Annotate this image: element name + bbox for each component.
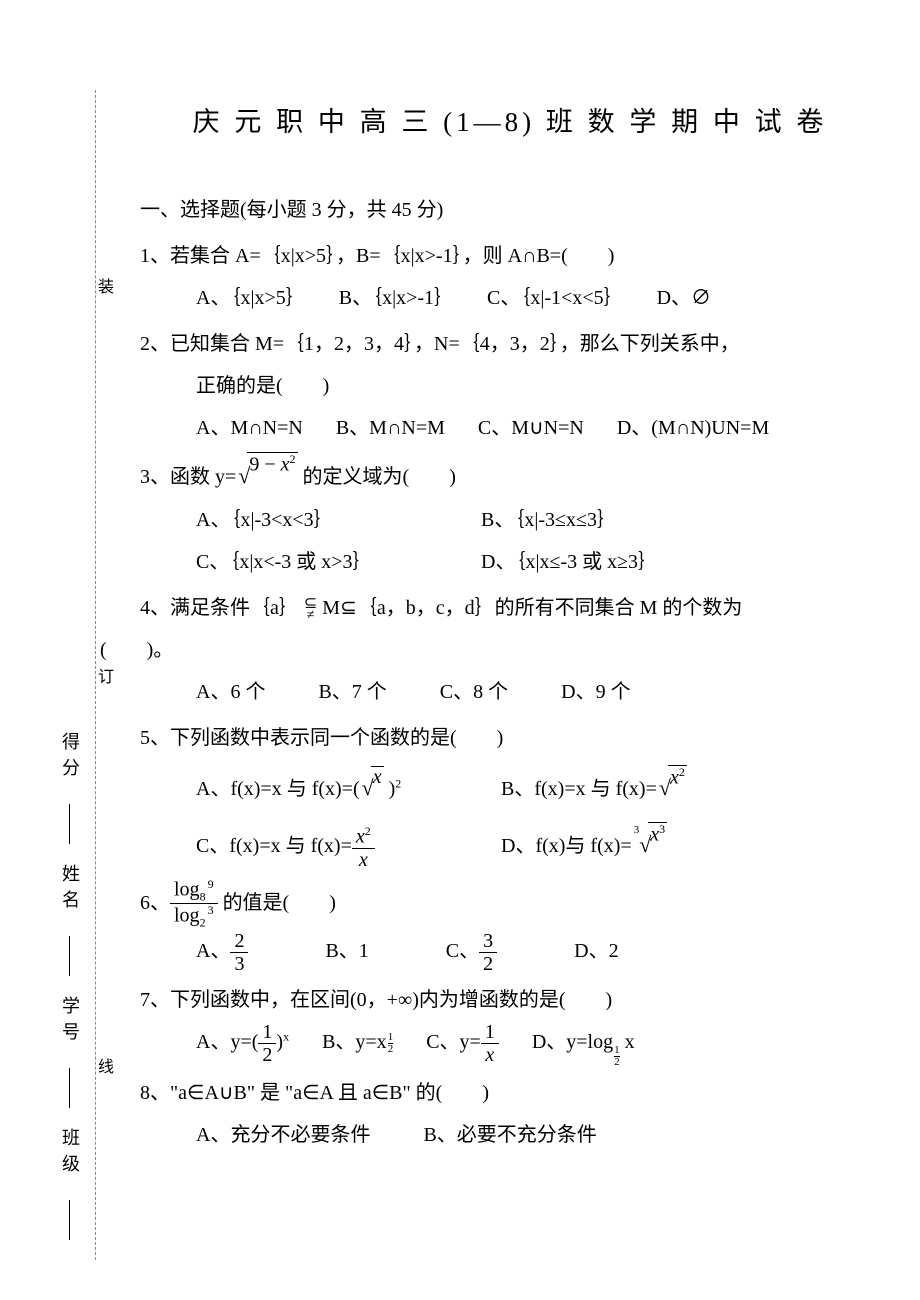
question-1: 1、若集合 A=｛x|x>5｝，B=｛x|x>-1｝，则 A∩B=( ) A、｛…	[140, 235, 880, 319]
question-6: 6、 log89 log23 的值是( ) A、23 B、1 C、32 D、2	[140, 878, 880, 976]
question-7: 7、下列函数中，在区间(0，+∞)内为增函数的是( ) A、y=(12)x B、…	[140, 979, 880, 1068]
q5-opt-c: C、f(x)=x 与 f(x)=x2x	[196, 820, 496, 872]
q5-stem: 5、下列函数中表示同一个函数的是( )	[140, 717, 880, 759]
fraction-one-half-a: 12	[258, 1021, 276, 1066]
q3-stem-pre: 3、函数 y=	[140, 466, 236, 488]
q2-opt-c: C、M∪N=N	[478, 407, 584, 449]
q3-opt-a: A、｛x|-3<x<3｝	[196, 499, 476, 541]
fraction-x2-x: x2x	[352, 825, 375, 871]
q6-a-label: A、	[196, 940, 230, 962]
question-5: 5、下列函数中表示同一个函数的是( ) A、f(x)=x 与 f(x)=(√x …	[140, 717, 880, 873]
q5-opt-d: D、f(x)与 f(x)=3√x3	[501, 816, 667, 873]
q5-opt-a: A、f(x)=x 与 f(x)=(√x )2	[196, 759, 496, 816]
q6-stem-post: 的值是( )	[223, 892, 336, 914]
question-4: 4、满足条件｛a｝ ⊆≠ M⊆｛a，b，c，d｝的所有不同集合 M 的个数为 (…	[140, 587, 880, 713]
q3-stem-post: 的定义域为( )	[298, 466, 456, 488]
fraction-three-halves: 32	[479, 930, 497, 975]
q5-opt-b: B、f(x)=x 与 f(x)=√x2	[501, 759, 687, 816]
q7-d-post: x	[620, 1031, 635, 1053]
q6-opt-a: A、23	[196, 930, 248, 975]
q5-a-pre: A、f(x)=x 与 f(x)=(	[196, 778, 360, 800]
page-content: 庆 元 职 中 高 三 (1—8) 班 数 学 期 中 试 卷 一、选择题(每小…	[140, 100, 880, 1160]
q1-opt-c: C、｛x|-1<x<5｝	[487, 277, 624, 319]
q2-opt-b: B、M∩N=M	[336, 407, 445, 449]
q2-stem-1: 2、已知集合 M=｛1，2，3，4｝，N=｛4，3，2｝，那么下列关系中，	[140, 323, 880, 365]
q7-c-pre: C、y=	[426, 1031, 481, 1053]
fraction-two-thirds: 23	[230, 930, 248, 975]
cut-marks: 装 订 线	[99, 90, 113, 1260]
cut-char-3: 线	[98, 1053, 114, 1077]
cut-char-1: 装	[98, 273, 114, 297]
sqrt-x-icon: √x	[360, 759, 384, 816]
q2-stem-2: 正确的是( )	[140, 365, 880, 407]
q7-b-pre: B、y=x	[322, 1031, 387, 1053]
class-label: 班级	[57, 1128, 83, 1180]
q6-opt-c: C、32	[446, 930, 497, 975]
q6-c-label: C、	[446, 940, 479, 962]
q1-opt-a: A、｛x|x>5｝	[196, 277, 306, 319]
q7-opt-b: B、y=x12	[322, 1021, 393, 1063]
question-8: 8、"a∈A∪B" 是 "a∈A 且 a∈B" 的( ) A、充分不必要条件 B…	[140, 1072, 880, 1156]
q6-opt-d: D、2	[574, 930, 618, 972]
q5-b-pre: B、f(x)=x 与 f(x)=	[501, 778, 657, 800]
q2-opt-d: D、(M∩N)UN=M	[617, 407, 769, 449]
q7-opt-a: A、y=(12)x	[196, 1021, 289, 1066]
q4-opt-c: C、8 个	[440, 671, 508, 713]
q4-opt-b: B、7 个	[318, 671, 386, 713]
name-line	[69, 936, 71, 976]
q8-opt-b: B、必要不充分条件	[423, 1114, 596, 1156]
q4-stem-a: 4、满足条件｛a｝	[140, 597, 299, 619]
q6-opt-b: B、1	[325, 930, 368, 972]
q1-opt-b: B、｛x|x>-1｝	[339, 277, 454, 319]
q3-opt-c: C、｛x|x<-3 或 x>3｝	[196, 541, 476, 583]
student-id-line	[69, 1068, 71, 1108]
sqrt-icon: √9 − x2	[236, 453, 297, 499]
q2-opt-a: A、M∩N=N	[196, 407, 303, 449]
q5-c-pre: C、f(x)=x 与 f(x)=	[196, 835, 352, 857]
q6-stem: 6、 log89 log23 的值是( )	[140, 878, 880, 931]
proper-subset-icon: ⊆≠	[304, 598, 317, 622]
fraction-log-ratio: log89 log23	[170, 878, 218, 931]
question-3: 3、函数 y=√9 − x2 的定义域为( ) A、｛x|-3<x<3｝ B、｛…	[140, 453, 880, 583]
binding-margin-labels: 得分 姓名 学号 班级	[55, 120, 85, 1240]
q4-stem: 4、满足条件｛a｝ ⊆≠ M⊆｛a，b，c，d｝的所有不同集合 M 的个数为	[140, 587, 880, 629]
q8-opt-a: A、充分不必要条件	[196, 1114, 370, 1156]
q4-stem-c: ( )。	[100, 629, 880, 671]
q4-opt-a: A、6 个	[196, 671, 265, 713]
q7-d-pre: D、y=log	[532, 1031, 613, 1053]
student-id-label: 学号	[57, 996, 83, 1048]
q4-stem-b: M⊆｛a，b，c，d｝的所有不同集合 M 的个数为	[322, 597, 742, 619]
fraction-one-over-x: 1x	[481, 1021, 499, 1066]
name-label: 姓名	[57, 864, 83, 916]
score-label: 得分	[57, 732, 83, 784]
binding-cut-line	[95, 90, 97, 1260]
class-line	[69, 1200, 71, 1240]
q7-stem: 7、下列函数中，在区间(0，+∞)内为增函数的是( )	[140, 979, 880, 1021]
q5-d-pre: D、f(x)与 f(x)=	[501, 835, 632, 857]
exam-title: 庆 元 职 中 高 三 (1—8) 班 数 学 期 中 试 卷	[140, 100, 880, 139]
q1-stem: 1、若集合 A=｛x|x>5｝，B=｛x|x>-1｝，则 A∩B=( )	[140, 235, 880, 277]
q3-opt-d: D、｛x|x≤-3 或 x≥3｝	[481, 541, 658, 583]
sqrt-x2-icon: √x2	[657, 759, 687, 816]
section-1-header: 一、选择题(每小题 3 分，共 45 分)	[140, 189, 880, 231]
cuberoot-x3-icon: 3√x3	[632, 816, 667, 873]
q3-opt-b: B、｛x|-3≤x≤3｝	[481, 499, 617, 541]
q4-opt-d: D、9 个	[561, 671, 630, 713]
question-2: 2、已知集合 M=｛1，2，3，4｝，N=｛4，3，2｝，那么下列关系中， 正确…	[140, 323, 880, 449]
half-exponent: 12	[388, 1032, 394, 1055]
q3-stem: 3、函数 y=√9 − x2 的定义域为( )	[140, 453, 880, 499]
q7-opt-c: C、y=1x	[426, 1021, 499, 1066]
q7-a-pre: A、y=(	[196, 1031, 258, 1053]
score-line	[69, 804, 71, 844]
q7-opt-d: D、y=log12 x	[532, 1021, 635, 1068]
q8-stem: 8、"a∈A∪B" 是 "a∈A 且 a∈B" 的( )	[140, 1072, 880, 1114]
q1-opt-d: D、∅	[657, 277, 711, 319]
